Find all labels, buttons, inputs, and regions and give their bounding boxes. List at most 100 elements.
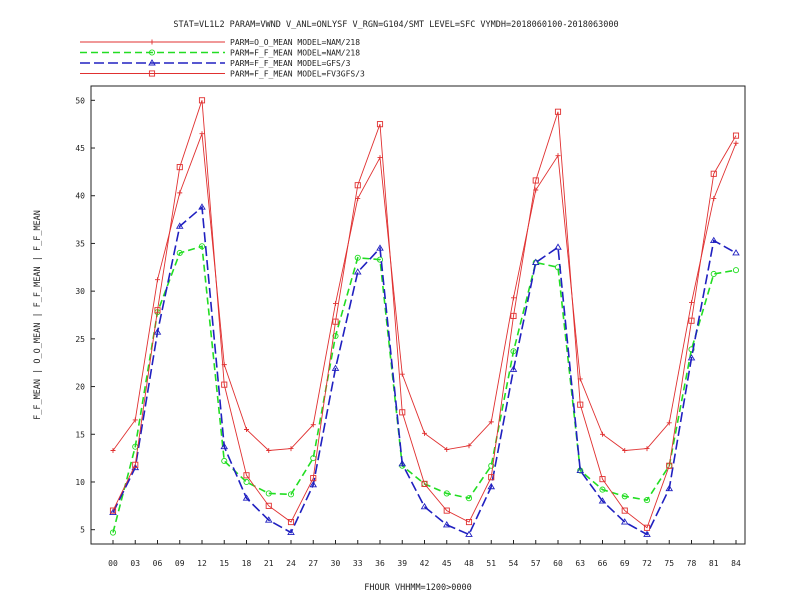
data-point — [643, 497, 651, 504]
data-point — [353, 268, 362, 275]
data-point — [420, 502, 429, 510]
y-tick-label: 15 — [75, 430, 85, 439]
data-point — [531, 258, 540, 265]
legend-label: PARM=O_O_MEAN MODEL=NAM/218 — [230, 38, 360, 47]
data-point — [155, 277, 160, 283]
data-point — [577, 401, 584, 408]
data-point — [465, 495, 473, 502]
x-tick-label: 72 — [642, 559, 652, 568]
data-point — [354, 182, 361, 189]
data-point — [444, 447, 450, 453]
x-tick-label: 45 — [442, 559, 452, 568]
data-point — [198, 97, 206, 104]
data-point — [331, 364, 340, 371]
data-point — [710, 270, 717, 278]
y-tick-label: 10 — [75, 478, 85, 487]
x-tick-label: 12 — [197, 559, 207, 568]
data-point — [665, 484, 674, 492]
y-axis: 5 10 15 20 25 30 35 40 45 50 — [75, 96, 95, 535]
data-point — [198, 243, 206, 250]
data-point — [154, 307, 161, 314]
x-tick-label: 51 — [486, 559, 496, 568]
data-point — [309, 480, 318, 488]
x-tick-label: 24 — [286, 559, 296, 568]
data-point — [620, 518, 629, 525]
data-point — [153, 328, 162, 335]
data-point — [132, 461, 139, 468]
legend-item: PARM=F_F_MEAN MODEL=GFS/3 — [80, 59, 351, 68]
data-point — [399, 371, 405, 377]
data-point — [510, 348, 517, 355]
data-point — [199, 131, 205, 137]
data-point — [109, 507, 117, 514]
data-point — [689, 300, 694, 306]
data-point — [643, 530, 651, 537]
legend: PARM=O_O_MEAN MODEL=NAM/218 PARM=F_F_MEAN… — [80, 38, 365, 79]
x-tick-label: 33 — [353, 559, 363, 568]
x-tick-label: 75 — [664, 559, 674, 568]
data-point — [109, 508, 117, 515]
data-point — [287, 491, 295, 498]
y-tick-label: 30 — [75, 287, 85, 296]
y-tick-label: 20 — [75, 383, 85, 392]
x-tick-label: 36 — [375, 559, 385, 568]
data-point — [666, 420, 672, 426]
data-point — [488, 474, 495, 481]
data-point — [266, 447, 272, 453]
y-tick-label: 45 — [75, 144, 85, 153]
x-tick-label: 09 — [175, 559, 185, 568]
legend-label: PARM=F_F_MEAN MODEL=NAM/218 — [230, 49, 360, 58]
data-point — [709, 236, 718, 244]
data-point — [466, 443, 472, 449]
data-point — [242, 494, 251, 501]
data-point — [443, 507, 450, 514]
series-line — [112, 100, 737, 529]
series-layer — [109, 97, 740, 537]
x-tick-label: 81 — [709, 559, 719, 568]
data-point — [644, 446, 650, 452]
legend-label: PARM=F_F_MEAN MODEL=GFS/3 — [230, 59, 351, 68]
data-point — [265, 490, 272, 497]
legend-marker — [148, 59, 156, 66]
data-point — [488, 419, 494, 425]
data-point — [488, 462, 495, 469]
x-tick-label: 66 — [598, 559, 608, 568]
legend-marker — [149, 39, 155, 45]
data-point — [176, 249, 183, 257]
data-point — [733, 140, 739, 146]
y-tick-label: 25 — [75, 335, 85, 344]
data-point — [398, 459, 407, 467]
data-point — [710, 170, 717, 177]
data-point — [288, 446, 294, 452]
data-point — [332, 318, 339, 325]
data-point — [264, 516, 273, 523]
data-point — [732, 132, 740, 139]
x-axis-label: FHOUR VHHMM=1200>0000 — [364, 583, 471, 593]
data-point — [110, 447, 116, 453]
x-tick-label: 57 — [531, 559, 541, 568]
data-point — [622, 447, 628, 453]
x-tick-label: 69 — [620, 559, 630, 568]
x-tick-label: 27 — [308, 559, 318, 568]
data-point — [132, 417, 138, 423]
data-point — [443, 490, 450, 497]
data-point — [376, 244, 384, 251]
data-point — [399, 409, 406, 416]
data-point — [554, 108, 562, 115]
x-tick-label: 30 — [331, 559, 341, 568]
x-tick-label: 39 — [397, 559, 407, 568]
data-point — [509, 365, 518, 372]
legend-label: PARM=F_F_MEAN MODEL=FV3GFS/3 — [230, 70, 365, 79]
data-point — [422, 430, 427, 436]
data-point — [376, 256, 384, 263]
y-tick-label: 40 — [75, 192, 85, 201]
x-tick-label: 15 — [219, 559, 229, 568]
data-point — [643, 524, 651, 531]
data-point — [332, 332, 339, 340]
data-point — [198, 203, 206, 210]
data-point — [421, 480, 428, 487]
y-tick-label: 35 — [75, 239, 85, 248]
y-axis-label: F_F_MEAN | O_O_MEAN | F_F_MEAN | F_F_MEA… — [33, 210, 43, 420]
data-point — [688, 317, 695, 324]
